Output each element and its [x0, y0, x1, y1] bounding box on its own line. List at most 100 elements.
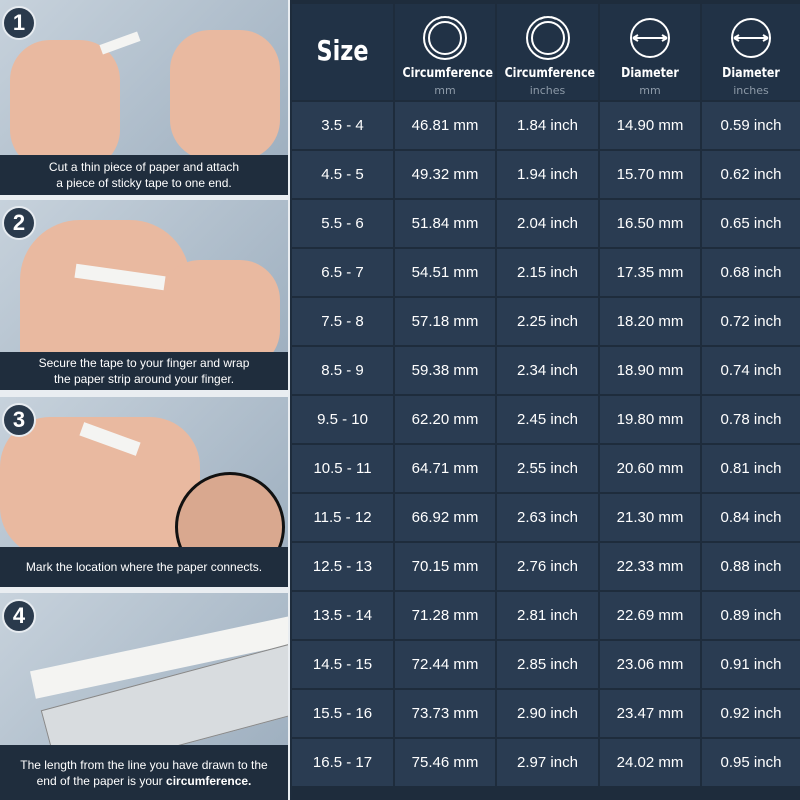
size-cell: 15.5 - 16 [292, 690, 393, 737]
measurement-cell: 75.46 mm [395, 739, 495, 786]
step-photo: 2 [0, 200, 288, 352]
step-caption: Secure the tape to your finger and wrap t… [0, 352, 288, 390]
column-header: Circumference inches [497, 4, 598, 100]
caption-line: Mark the location where the paper connec… [25, 560, 263, 574]
measurement-cell: 70.15 mm [395, 543, 495, 590]
size-cell: 4.5 - 5 [292, 151, 393, 198]
caption-line: a piece of sticky tape to one end. [56, 176, 232, 190]
measurement-cell: 22.33 mm [600, 543, 700, 590]
measurement-cell: 0.92 inch [702, 690, 800, 737]
measurement-cell: 2.81 inch [497, 592, 598, 639]
column-header: Diameter inches [702, 4, 800, 100]
measurement-cell: 0.59 inch [702, 102, 800, 149]
diameter-icon [630, 18, 670, 58]
measurement-cell: 0.68 inch [702, 249, 800, 296]
measurement-cell: 2.34 inch [497, 347, 598, 394]
instructions-column: 1 Cut a thin piece of paper and attach a … [0, 0, 290, 800]
header-title: Circumference [402, 66, 493, 81]
measurement-cell: 0.81 inch [702, 445, 800, 492]
measurement-cell: 1.84 inch [497, 102, 598, 149]
measurement-cell: 23.06 mm [600, 641, 700, 688]
measurement-cell: 51.84 mm [395, 200, 495, 247]
measurement-cell: 57.18 mm [395, 298, 495, 345]
caption-bold: circumference. [166, 773, 252, 788]
measurement-cell: 2.04 inch [497, 200, 598, 247]
step-photo: 3 [0, 397, 288, 547]
caption-line: the paper strip around your finger. [53, 372, 235, 386]
size-cell: 6.5 - 7 [292, 249, 393, 296]
measurement-cell: 0.78 inch [702, 396, 800, 443]
measurement-cell: 0.74 inch [702, 347, 800, 394]
caption-line: end of the paper is your circumference. [36, 773, 252, 788]
ring-circumference-icon [525, 16, 570, 60]
step-3-panel: 3 Mark the location where the paper conn… [0, 397, 288, 587]
caption-line: Cut a thin piece of paper and attach [48, 160, 240, 174]
measurement-cell: 0.95 inch [702, 739, 800, 786]
diameter-icon [731, 18, 771, 58]
measurement-cell: 19.80 mm [600, 396, 700, 443]
size-cell: 12.5 - 13 [292, 543, 393, 590]
header-title: Diameter [621, 66, 679, 81]
measurement-cell: 17.35 mm [600, 249, 700, 296]
measurement-cell: 59.38 mm [395, 347, 495, 394]
size-cell: 7.5 - 8 [292, 298, 393, 345]
caption-line: Secure the tape to your finger and wrap [38, 356, 250, 370]
measurement-cell: 15.70 mm [600, 151, 700, 198]
size-cell: 13.5 - 14 [292, 592, 393, 639]
size-cell: 3.5 - 4 [292, 102, 393, 149]
size-cell: 11.5 - 12 [292, 494, 393, 541]
measurement-cell: 2.25 inch [497, 298, 598, 345]
step-photo: 4 [0, 593, 288, 745]
measurement-cell: 46.81 mm [395, 102, 495, 149]
measurement-cell: 0.88 inch [702, 543, 800, 590]
measurement-cell: 23.47 mm [600, 690, 700, 737]
measurement-cell: 66.92 mm [395, 494, 495, 541]
measurement-cell: 21.30 mm [600, 494, 700, 541]
measurement-cell: 16.50 mm [600, 200, 700, 247]
measurement-cell: 49.32 mm [395, 151, 495, 198]
measurement-cell: 0.84 inch [702, 494, 800, 541]
measurement-cell: 2.97 inch [497, 739, 598, 786]
header-unit: inches [733, 84, 769, 97]
measurement-cell: 0.72 inch [702, 298, 800, 345]
header-unit: inches [529, 84, 566, 97]
header-unit: mm [639, 84, 661, 97]
measurement-cell: 2.76 inch [497, 543, 598, 590]
step-photo: 1 [0, 0, 288, 155]
measurement-cell: 2.45 inch [497, 396, 598, 443]
measurement-cell: 73.73 mm [395, 690, 495, 737]
caption-line: The length from the line you have drawn … [20, 757, 268, 772]
column-header: Diameter mm [600, 4, 700, 100]
ring-circumference-icon [423, 16, 467, 60]
measurement-cell: 2.15 inch [497, 249, 598, 296]
step-4-panel: 4 The length from the line you have draw… [0, 593, 288, 800]
header-title: Circumference [504, 66, 596, 81]
measurement-cell: 2.63 inch [497, 494, 598, 541]
measurement-cell: 64.71 mm [395, 445, 495, 492]
step-2-panel: 2 Secure the tape to your finger and wra… [0, 200, 288, 390]
measurement-cell: 22.69 mm [600, 592, 700, 639]
step-number: 4 [2, 599, 36, 633]
size-cell: 16.5 - 17 [292, 739, 393, 786]
step-caption: The length from the line you have drawn … [0, 745, 288, 800]
size-cell: 9.5 - 10 [292, 396, 393, 443]
header-title: Diameter [722, 66, 780, 81]
size-cell: 14.5 - 15 [292, 641, 393, 688]
measurement-cell: 20.60 mm [600, 445, 700, 492]
size-cell: 8.5 - 9 [292, 347, 393, 394]
size-header: Size [316, 34, 369, 67]
measurement-cell: 54.51 mm [395, 249, 495, 296]
header-unit: mm [434, 84, 456, 97]
measurement-cell: 72.44 mm [395, 641, 495, 688]
step-caption: Mark the location where the paper connec… [0, 547, 288, 587]
measurement-cell: 0.65 inch [702, 200, 800, 247]
measurement-cell: 2.55 inch [497, 445, 598, 492]
measurement-cell: 71.28 mm [395, 592, 495, 639]
measurement-cell: 2.90 inch [497, 690, 598, 737]
measurement-cell: 62.20 mm [395, 396, 495, 443]
column-header: Size [292, 4, 393, 100]
step-1-panel: 1 Cut a thin piece of paper and attach a … [0, 0, 288, 195]
step-caption: Cut a thin piece of paper and attach a pi… [0, 155, 288, 195]
measurement-cell: 24.02 mm [600, 739, 700, 786]
size-cell: 10.5 - 11 [292, 445, 393, 492]
